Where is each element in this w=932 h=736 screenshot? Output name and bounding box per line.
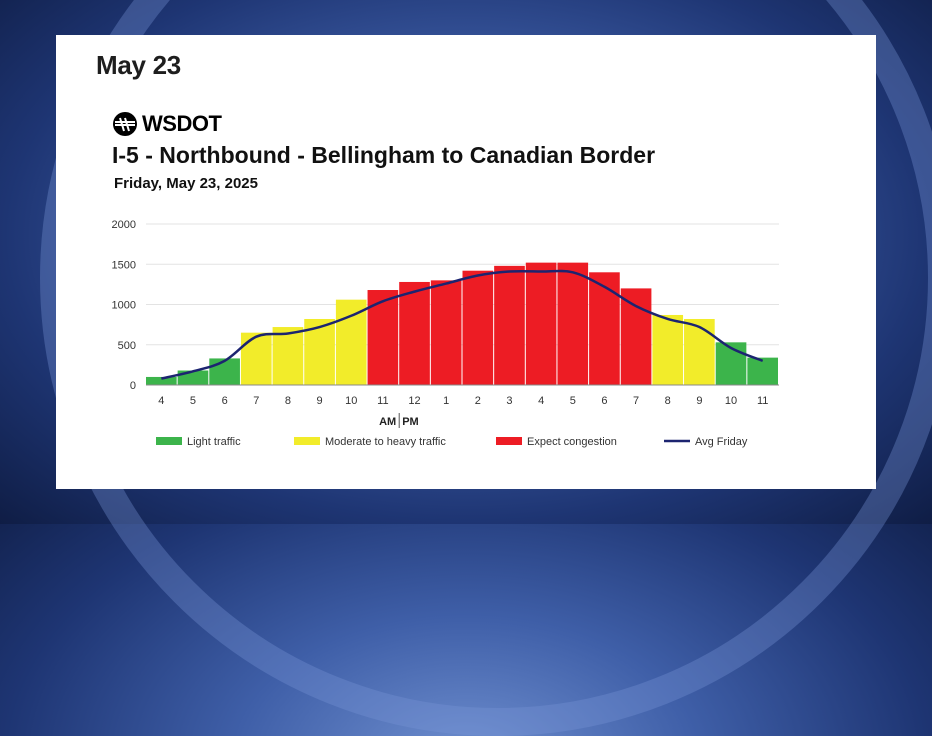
wsdot-logo: WSDOT [112, 111, 222, 137]
x-tick-label: 5 [570, 395, 576, 407]
legend-label-light: Light traffic [187, 436, 241, 448]
chart-title: I-5 - Northbound - Bellingham to Canadia… [112, 142, 656, 168]
x-tick-label: 4 [158, 395, 164, 407]
x-tick-label: 7 [633, 395, 639, 407]
x-tick-label: 11 [757, 395, 768, 407]
bar-congestion [494, 265, 525, 385]
bar-moderate [272, 327, 304, 385]
x-tick-label: 9 [696, 395, 702, 407]
legend-label-avg: Avg Friday [695, 436, 748, 448]
y-tick-label: 2000 [112, 219, 136, 231]
x-tick-label: 9 [317, 395, 323, 407]
bar-moderate [684, 318, 715, 385]
chart-card: May 23 WSDOT I-5 - Northbound - Bellingh… [56, 35, 876, 489]
legend-swatch-moderate [294, 437, 320, 445]
legend-swatch-light [156, 437, 182, 445]
legend-label-congestion: Expect congestion [527, 436, 617, 448]
x-tick-label: 5 [190, 395, 196, 407]
x-tick-label: 3 [506, 395, 512, 407]
bar-congestion [430, 280, 462, 385]
bar-congestion [367, 290, 399, 385]
x-tick-label: 4 [538, 395, 544, 407]
bar-congestion [589, 272, 620, 385]
y-tick-label: 1000 [112, 300, 136, 312]
y-tick-label: 500 [118, 340, 136, 352]
x-tick-label: 10 [725, 395, 737, 407]
avg-friday-line [161, 269, 764, 380]
bar-light [209, 358, 240, 385]
x-tick-label: 8 [285, 395, 291, 407]
x-tick-label: 6 [222, 395, 228, 407]
legend-swatch-congestion [496, 437, 522, 445]
x-tick-label: 8 [665, 395, 671, 407]
x-tick-label: 12 [408, 395, 420, 407]
logo-text: WSDOT [142, 111, 222, 136]
y-tick-label: 1500 [112, 259, 136, 271]
y-tick-label: 0 [130, 380, 136, 392]
bar-light [146, 376, 177, 385]
bar-congestion [620, 288, 652, 385]
wsdot-emblem-icon [113, 112, 137, 136]
x-tick-label: 2 [475, 395, 481, 407]
bar-light [747, 357, 778, 385]
pm-label: PM [402, 416, 419, 428]
x-tick-label: 1 [443, 395, 449, 407]
bar-moderate [240, 332, 272, 385]
x-tick-label: 7 [253, 395, 259, 407]
bar-moderate [652, 314, 684, 385]
bar-moderate [335, 299, 367, 385]
x-tick-label: 10 [345, 395, 357, 407]
bar-light [177, 370, 209, 385]
x-tick-label: 6 [601, 395, 607, 407]
bar-light [715, 342, 747, 385]
legend-label-moderate: Moderate to heavy traffic [325, 436, 446, 448]
x-tick-label: 11 [377, 395, 388, 407]
bar-congestion [399, 281, 430, 385]
am-label: AM [379, 416, 396, 428]
bar-congestion [462, 270, 494, 385]
date-heading: May 23 [96, 50, 181, 80]
bar-congestion [525, 262, 557, 385]
bar-congestion [557, 262, 589, 385]
chart-subtitle: Friday, May 23, 2025 [114, 175, 258, 192]
